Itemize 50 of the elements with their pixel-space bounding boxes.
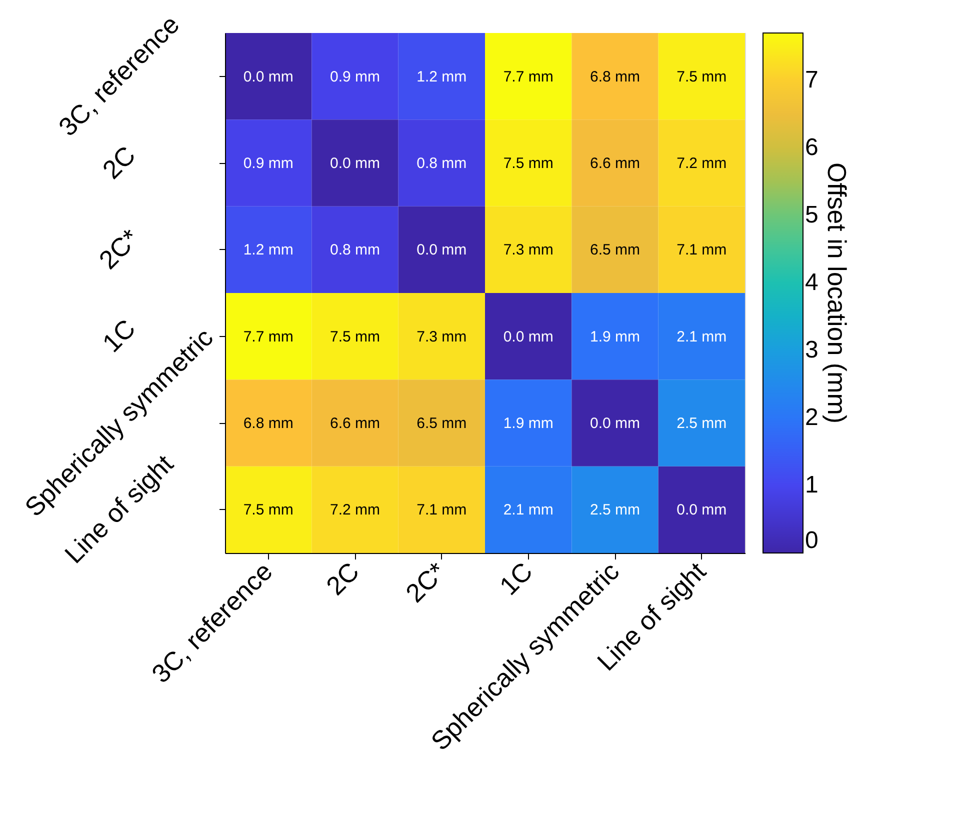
color-bar-label: 5 [805, 201, 818, 228]
color-bar-label: 2 [805, 404, 818, 431]
data-label: 7.1 mm [676, 242, 727, 259]
data-label: 0.0 mm [330, 155, 380, 172]
color-bar-title: Offset in location (mm) [822, 162, 852, 424]
data-label: 2.1 mm [676, 328, 727, 346]
data-label: 0.0 mm [503, 328, 554, 346]
y-tick-label: 2C [96, 140, 142, 185]
data-label: 7.5 mm [503, 155, 554, 172]
data-label: 0.8 mm [330, 242, 380, 259]
data-label: 0.9 mm [243, 155, 294, 172]
data-label: 6.5 mm [416, 415, 467, 432]
color-bar-label: 7 [805, 66, 818, 94]
data-label: 6.8 mm [590, 68, 640, 86]
data-label: 7.7 mm [243, 328, 294, 346]
data-label: 7.2 mm [330, 502, 380, 519]
color-bar-label: 4 [805, 268, 818, 296]
x-tick-label: 2C [320, 556, 365, 601]
data-label: 7.1 mm [416, 502, 467, 519]
data-label: 7.5 mm [243, 502, 294, 519]
data-label: 0.0 mm [676, 502, 727, 519]
data-label: 0.8 mm [416, 155, 467, 172]
data-label: 7.2 mm [676, 155, 727, 172]
data-label: 6.6 mm [590, 155, 640, 172]
data-label: 7.3 mm [416, 328, 467, 346]
color-bar-label: 0 [805, 527, 818, 554]
data-label: 1.2 mm [416, 68, 467, 86]
data-label: 0.0 mm [416, 242, 467, 259]
color-bar-label: 6 [805, 134, 818, 161]
data-label: 7.5 mm [330, 328, 380, 346]
data-label: 2.1 mm [503, 502, 554, 519]
data-label: 7.5 mm [676, 68, 727, 86]
data-label: 6.8 mm [243, 415, 294, 432]
data-label: 2.5 mm [590, 502, 640, 519]
y-tick-label: 2C* [92, 223, 145, 275]
color-bar-label: 1 [805, 471, 818, 498]
x-tick-label: 1C [494, 556, 538, 601]
data-label: 7.7 mm [503, 68, 554, 86]
data-label: 6.6 mm [330, 415, 380, 432]
data-label: 6.5 mm [590, 242, 640, 259]
data-label: 0.0 mm [243, 68, 294, 86]
x-tick-label: 2C* [400, 556, 452, 608]
data-label: 0.9 mm [330, 68, 380, 86]
data-label: 2.5 mm [676, 415, 727, 432]
color-bar-label: 3 [805, 336, 818, 364]
data-label: 7.3 mm [503, 242, 554, 259]
data-label: 1.9 mm [503, 415, 554, 432]
data-label: 0.0 mm [590, 415, 640, 432]
data-label: 1.9 mm [590, 328, 640, 346]
data-label: 1.2 mm [243, 242, 294, 259]
